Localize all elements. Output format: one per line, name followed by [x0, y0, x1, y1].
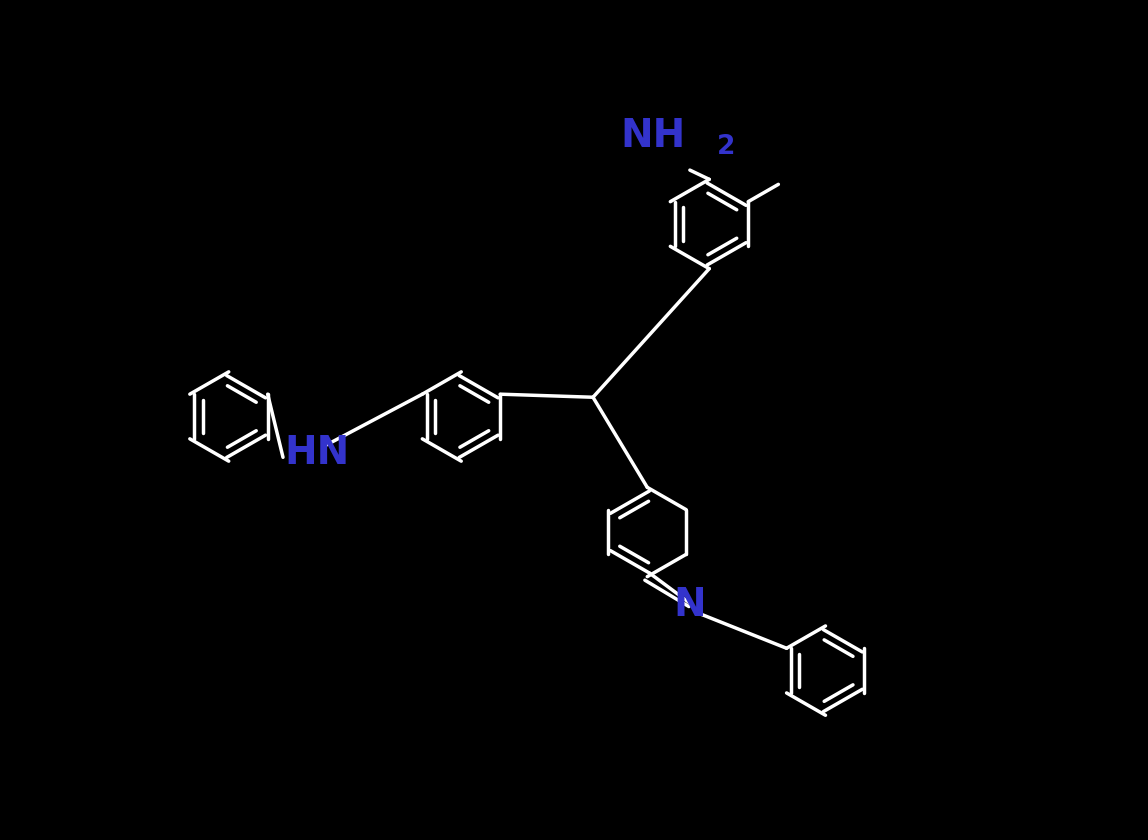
Text: HN: HN [285, 434, 350, 472]
Text: 2: 2 [718, 134, 736, 160]
Text: NH: NH [621, 117, 687, 155]
Text: N: N [674, 586, 706, 624]
